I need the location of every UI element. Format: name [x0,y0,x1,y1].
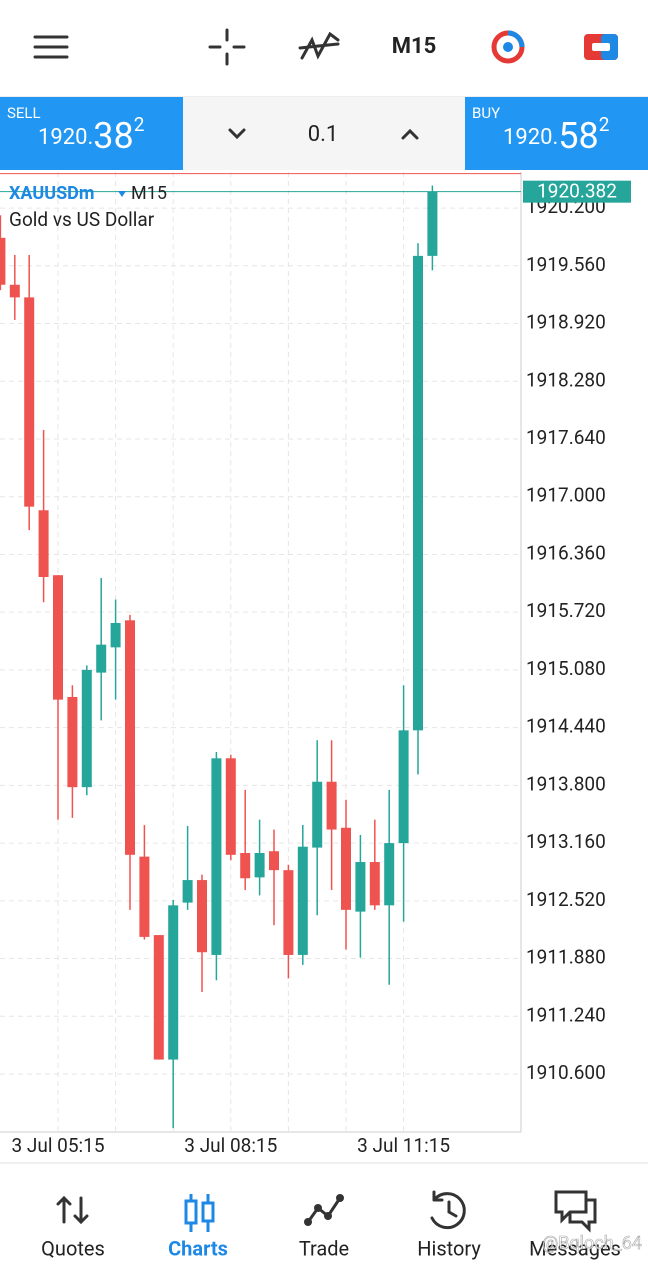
history-icon [430,1190,466,1230]
messages-icon [554,1190,597,1233]
menu-button[interactable] [33,35,69,59]
candle-body [139,856,150,937]
symbol-dropdown[interactable] [118,191,126,197]
sell-button[interactable] [0,97,183,170]
candle-body [254,853,265,878]
y-tick-label: 1914.440 [526,715,606,738]
volume-down[interactable] [228,128,246,140]
trade-signals-button[interactable] [491,30,525,64]
candle-body [398,730,409,844]
crosshair-button[interactable] [208,28,246,66]
bid-label: 1920.382 [537,180,617,203]
y-tick-label: 1917.000 [526,484,606,507]
indicators-button[interactable] [298,31,340,60]
candle-body [240,853,251,879]
candle-body [427,191,438,256]
nav-item[interactable]: Messages [529,1236,621,1260]
candle-body [297,846,308,955]
volume-panel [183,97,465,170]
y-tick-label: 1911.880 [526,946,606,969]
symbol: XAUUSDm [9,183,94,204]
y-tick-label: 1918.920 [526,311,606,334]
y-tick-label: 1911.240 [526,1003,606,1026]
candle-body [9,284,20,298]
nav-item[interactable]: History [417,1236,481,1260]
candle-body [81,669,92,788]
candle-body [38,510,49,577]
chart-timeframe: M15 [131,183,167,204]
y-tick-label: 1915.720 [526,599,606,622]
y-tick-label: 1913.800 [526,772,606,795]
y-tick-label: 1915.080 [526,657,606,680]
y-tick-label: 1917.640 [526,426,606,449]
bottom-nav: Quotes Charts Trade History Messages [41,1190,621,1260]
candle-body [110,623,121,648]
nav-item[interactable]: Trade [299,1236,349,1260]
candle-body [341,827,351,910]
candle-body [168,905,179,1060]
x-tick-label: 3 Jul 05:15 [12,1134,105,1157]
candle-body [225,758,236,855]
candle-body [53,575,63,700]
sell-label: SELL [7,104,41,122]
bid-label-bg [523,180,631,203]
symbol-description: Gold vs US Dollar [9,208,155,231]
volume[interactable]: 0.1 [308,122,339,147]
y-tick-label: 1910.600 [526,1061,606,1084]
nav-item[interactable]: Charts [168,1236,228,1260]
timeframe-button[interactable]: M15 [392,34,437,59]
candle-body [197,880,207,953]
y-tick-label: 1913.160 [526,830,606,853]
candle-body [384,843,395,906]
one-click-button[interactable] [584,34,618,60]
candle-body [211,758,222,955]
candle-body [369,862,380,906]
sell-price: 1920.382 [38,113,144,157]
candle-body [153,935,164,1060]
y-tick-label: 1912.520 [526,888,606,911]
candle-body [24,297,35,507]
candle-body [326,781,337,830]
candle-body [0,237,6,285]
candle-body [355,862,366,912]
x-tick-label: 3 Jul 08:15 [184,1134,277,1157]
y-tick-label: 1919.560 [526,253,606,276]
y-tick-label: 1918.280 [526,368,606,391]
watermark: @Bqloch_64 [542,1233,642,1254]
candle-body [312,781,323,848]
trade-icon [304,1194,344,1226]
buy-button[interactable] [465,97,648,170]
x-tick-label: 3 Jul 11:15 [357,1134,450,1157]
candle-body [96,644,107,673]
candle-body [125,620,135,855]
buy-label: BUY [472,104,500,122]
chart: 1910.600 1911.240 1911.880 1912.520 1913.160… [0,172,631,1157]
volume-up[interactable] [401,128,419,140]
candle-body [283,870,294,955]
candle-body [413,255,423,731]
nav-item[interactable]: Quotes [41,1236,105,1260]
y-tick-label: 1916.360 [526,541,606,564]
candle-body [182,880,193,903]
charts-icon [184,1194,215,1232]
quotes-icon [56,1195,89,1225]
candle-body [269,851,279,871]
buy-price: 1920.582 [503,113,609,157]
candle-body [67,696,78,788]
